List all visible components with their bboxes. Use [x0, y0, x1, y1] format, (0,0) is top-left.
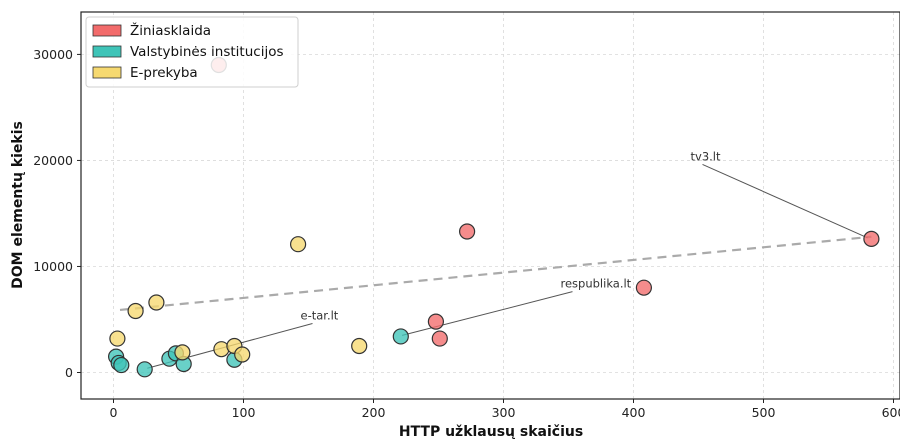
x-tick-label: 400 — [622, 405, 646, 420]
x-tick-labels: 0 100 200 300 400 500 600 — [110, 399, 900, 420]
grid-lines — [81, 12, 900, 399]
data-point — [427, 313, 444, 330]
y-tick-label: 30000 — [33, 47, 73, 62]
data-point — [136, 361, 153, 378]
x-tick-label: 0 — [110, 405, 118, 420]
data-point — [635, 279, 653, 296]
x-tick-label: 100 — [232, 405, 256, 420]
x-tick-label: 500 — [752, 405, 776, 420]
legend-label-e-prekyba: E-prekyba — [130, 65, 198, 81]
x-axis-title: HTTP užklausų skaičius — [399, 424, 583, 439]
data-point — [290, 236, 307, 253]
legend-swatch-valstybines-institucijos — [92, 45, 122, 58]
data-point — [863, 230, 880, 247]
x-tick-label: 300 — [492, 405, 516, 420]
legend: Žiniasklaida Valstybinės institucijos E-… — [85, 16, 299, 88]
legend-swatch-e-prekyba — [92, 66, 122, 79]
legend-label-ziniasklaida: Žiniasklaida — [130, 21, 211, 39]
data-point — [234, 346, 251, 363]
x-tick-label: 600 — [882, 405, 900, 420]
legend-box — [85, 16, 299, 88]
data-point — [148, 294, 165, 311]
annotation-arrow — [401, 291, 573, 336]
data-point — [351, 337, 368, 355]
legend-swatch-ziniasklaida — [92, 24, 122, 37]
x-tick-label: 200 — [362, 405, 386, 420]
data-point — [459, 223, 476, 240]
annotation-label: respublika.lt — [561, 277, 632, 291]
annotation-label: tv3.lt — [691, 149, 721, 163]
y-axis-title: DOM elementų kiekis — [10, 121, 26, 289]
data-point — [392, 328, 409, 345]
data-point — [431, 330, 448, 347]
annotation-label: e-tar.lt — [301, 308, 339, 322]
data-point — [127, 302, 144, 320]
y-tick-labels: 0 10000 20000 30000 — [33, 47, 81, 380]
trendline — [119, 235, 872, 312]
data-point — [113, 356, 130, 374]
annotation-arrow — [702, 163, 868, 239]
data-point — [109, 330, 126, 347]
y-tick-label: 10000 — [33, 259, 73, 274]
y-tick-label: 20000 — [33, 153, 73, 168]
annotation-layer: tv3.lt respublika.lt e-tar.lt — [147, 149, 868, 369]
y-tick-label: 0 — [65, 365, 73, 380]
trendline-layer — [119, 235, 872, 312]
plot-frame — [80, 11, 900, 400]
data-points — [107, 56, 880, 378]
data-point — [174, 344, 191, 361]
legend-label-valstybines-institucijos: Valstybinės institucijos — [130, 44, 283, 60]
